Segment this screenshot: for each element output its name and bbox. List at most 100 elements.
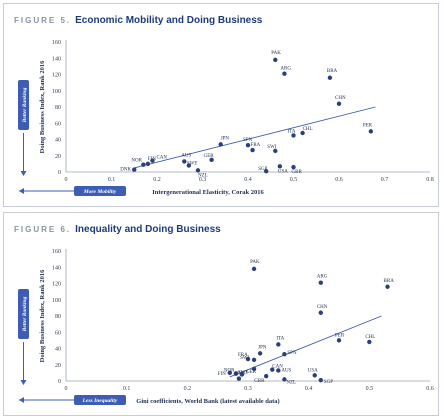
y-tick-label: 40: [55, 138, 61, 144]
point-label-arg: ARG: [317, 275, 328, 280]
data-point-spn: [282, 351, 287, 357]
x-tick-label: 0.4: [244, 177, 252, 183]
point-label-ger: GER: [246, 370, 257, 375]
point-label-swi: SWI: [267, 145, 277, 150]
data-point-bra: [327, 75, 333, 80]
point-label-pak: PAK: [271, 51, 281, 56]
y-tick-label: 80: [55, 314, 61, 320]
figure-5-label: FIGURE 5.: [14, 16, 72, 25]
y-tick-label: 140: [52, 56, 61, 62]
x-tick-label: 0.5: [366, 386, 374, 392]
y-axis-title: Doing Business Index, Rank 2016: [39, 60, 46, 153]
point-label-per: PER: [363, 123, 373, 128]
data-point-dnk: [236, 376, 242, 381]
data-point-fra: [250, 147, 255, 153]
data-point-gbr: [291, 164, 296, 170]
y-tick-label: 120: [52, 73, 61, 79]
point-label-chl: CHL: [365, 335, 375, 340]
point-label-dnk: DNK: [120, 168, 131, 173]
x-note-badge: [74, 395, 126, 405]
y-tick-label: 140: [52, 265, 61, 271]
figure-5-title: Economic Mobility and Doing Business: [75, 15, 263, 26]
data-point-nor: [141, 162, 146, 167]
figure-5-heading: FIGURE 5. Economic Mobility and Doing Bus…: [14, 10, 262, 28]
data-point-spn: [245, 142, 251, 148]
point-label-can: CAN: [156, 156, 167, 161]
data-point-arg: [318, 280, 323, 285]
y-tick-label: 60: [55, 330, 61, 336]
better-ranking-arrow-head: [20, 171, 27, 176]
x-note-label: More Mobility: [83, 189, 117, 195]
point-label-spn: SPN: [243, 138, 253, 143]
data-point-sgp: [318, 377, 323, 383]
y-tick-label: 160: [52, 40, 61, 46]
data-point-ger: [209, 157, 214, 163]
data-point-nor: [233, 371, 239, 376]
figure-6-heading: FIGURE 6. Inequality and Doing Business: [14, 219, 221, 237]
point-label-usa: USA: [308, 368, 318, 373]
figure-6-scatter-plot: 0 20 40 60 80 100 120 140 160 0 0.1 0.2 0.3 0.4 0.5 0.6…: [18, 249, 434, 405]
x-tick-label: 0.1: [123, 386, 131, 392]
data-point-usa: [277, 164, 283, 169]
better-ranking-badge: [18, 80, 29, 130]
data-point-chl: [300, 130, 305, 136]
figure-5-scatter-plot: 0 20 40 60 80 100 120 140 160 0 0.1 0.2 0.3 0.4 0.5 0.6…: [18, 40, 434, 196]
x-tick-label: 0.3: [244, 386, 252, 392]
data-point-aus: [276, 368, 281, 373]
x-tick-label: 0: [65, 177, 68, 183]
point-label-usa: USA: [278, 169, 288, 174]
data-point-ita: [276, 342, 281, 347]
x-tick-label: 0.2: [153, 177, 161, 183]
point-label-ita: ITA: [276, 336, 284, 341]
point-label-fra: FRA: [251, 143, 261, 148]
point-label-arg: ARG: [280, 67, 291, 72]
data-point-per: [336, 338, 342, 343]
y-tick-label: 160: [52, 249, 61, 255]
point-label-aus: AUS: [281, 368, 291, 373]
trend-line: [229, 315, 382, 378]
data-point-fin: [227, 370, 232, 376]
data-point-swe: [239, 372, 245, 377]
point-label-swi: SWI: [240, 356, 250, 361]
point-label-nor: NOR: [224, 369, 235, 374]
x-tick-label: 0.1: [108, 177, 116, 183]
better-ranking-label: Better Ranking: [22, 296, 28, 332]
point-label-jpn: JPN: [258, 345, 267, 350]
data-point-aus: [182, 159, 187, 164]
data-point-dnk: [132, 167, 137, 172]
data-point-bra: [385, 284, 390, 289]
data-point-usa: [312, 373, 317, 378]
point-label-ger: GER: [204, 154, 215, 159]
x-axis-title: Intergenerational Elasticity, Corak 2016: [152, 189, 264, 196]
data-point-can: [150, 158, 155, 163]
better-ranking-arrow-head: [20, 380, 27, 385]
figure-6-title: Inequality and Doing Business: [75, 224, 221, 235]
data-point-swi: [273, 148, 278, 154]
data-point-swi: [251, 357, 257, 363]
figure-6-panel: FIGURE 6. Inequality and Doing Business 0…: [3, 212, 439, 416]
point-label-chn: CHN: [335, 96, 346, 101]
x-tick-label: 0.4: [305, 386, 313, 392]
point-label-ita: ITA: [288, 129, 296, 134]
data-point-jpn: [218, 142, 223, 147]
x-tick-label: 0.6: [335, 177, 343, 183]
point-label-swe: SWE: [187, 162, 198, 167]
point-label-sgp: SGP: [258, 167, 267, 172]
y-tick-label: 100: [52, 89, 61, 95]
data-point-chn: [336, 101, 342, 106]
point-label-jpn: JPN: [221, 136, 230, 141]
x-tick-label: 0.6: [426, 386, 434, 392]
point-label-can: CAN: [272, 365, 283, 370]
data-point-ger: [251, 366, 257, 372]
x-tick-label: 0.5: [290, 177, 298, 183]
y-tick-label: 100: [52, 298, 61, 304]
data-point-pak: [251, 266, 257, 272]
y-tick-label: 40: [55, 347, 61, 353]
data-point-swe: [186, 163, 192, 168]
better-ranking-label: Better Ranking: [22, 87, 28, 123]
y-tick-label: 120: [52, 282, 61, 288]
y-tick-label: 20: [55, 154, 61, 160]
x-tick-label: 0.7: [381, 177, 389, 183]
y-tick-label: 20: [55, 363, 61, 369]
y-tick-label: 80: [55, 105, 61, 111]
